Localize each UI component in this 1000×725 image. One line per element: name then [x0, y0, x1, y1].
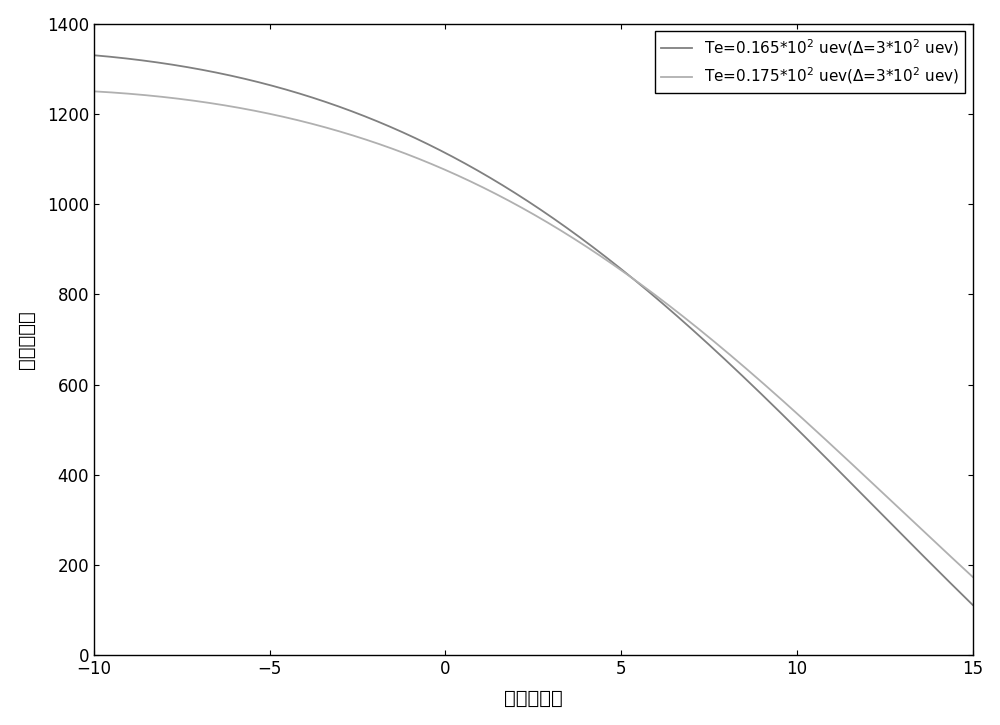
- X-axis label: 探测场失谐: 探测场失谐: [504, 689, 563, 708]
- Te=0.165*10$^{2}$ uev($\Delta$=3*10$^{2}$ uev): [260, 80, 272, 88]
- Te=0.165*10$^{2}$ uev($\Delta$=3*10$^{2}$ uev): [967, 600, 979, 609]
- Te=0.175*10$^{2}$ uev($\Delta$=3*10$^{2}$ uev): [124, 89, 136, 98]
- Te=0.175*10$^{2}$ uev($\Delta$=3*10$^{2}$ uev): [260, 109, 272, 117]
- Te=0.165*10$^{2}$ uev($\Delta$=3*10$^{2}$ uev): [518, 194, 530, 203]
- Te=0.175*10$^{2}$ uev($\Delta$=3*10$^{2}$ uev): [920, 529, 932, 538]
- Te=0.175*10$^{2}$ uev($\Delta$=3*10$^{2}$ uev): [140, 91, 152, 99]
- Y-axis label: 线性吸收谱: 线性吸收谱: [17, 310, 36, 369]
- Line: Te=0.165*10$^{2}$ uev($\Delta$=3*10$^{2}$ uev): Te=0.165*10$^{2}$ uev($\Delta$=3*10$^{2}…: [94, 55, 973, 605]
- Te=0.165*10$^{2}$ uev($\Delta$=3*10$^{2}$ uev): [124, 54, 136, 63]
- Te=0.175*10$^{2}$ uev($\Delta$=3*10$^{2}$ uev): [967, 573, 979, 581]
- Te=0.175*10$^{2}$ uev($\Delta$=3*10$^{2}$ uev): [518, 204, 530, 213]
- Te=0.165*10$^{2}$ uev($\Delta$=3*10$^{2}$ uev): [140, 57, 152, 65]
- Legend: Te=0.165*10$^{2}$ uev($\Delta$=3*10$^{2}$ uev), Te=0.175*10$^{2}$ uev($\Delta$=3: Te=0.165*10$^{2}$ uev($\Delta$=3*10$^{2}…: [655, 31, 965, 93]
- Te=0.165*10$^{2}$ uev($\Delta$=3*10$^{2}$ uev): [88, 51, 100, 59]
- Te=0.165*10$^{2}$ uev($\Delta$=3*10$^{2}$ uev): [920, 555, 932, 563]
- Te=0.175*10$^{2}$ uev($\Delta$=3*10$^{2}$ uev): [88, 87, 100, 96]
- Line: Te=0.175*10$^{2}$ uev($\Delta$=3*10$^{2}$ uev): Te=0.175*10$^{2}$ uev($\Delta$=3*10$^{2}…: [94, 91, 973, 577]
- Te=0.165*10$^{2}$ uev($\Delta$=3*10$^{2}$ uev): [92, 51, 104, 60]
- Te=0.175*10$^{2}$ uev($\Delta$=3*10$^{2}$ uev): [92, 87, 104, 96]
